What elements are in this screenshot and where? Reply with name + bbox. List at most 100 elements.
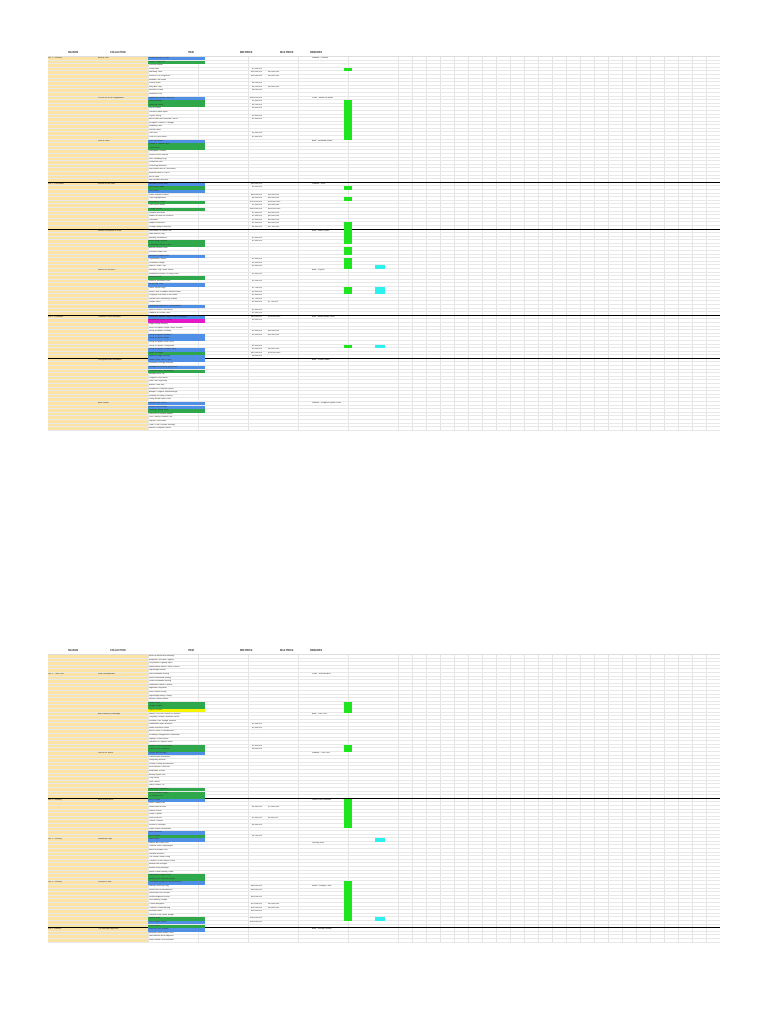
table-row[interactable]: Dream Ritual [48, 128, 720, 133]
table-row[interactable]: Madison Silver Noble Pierre [48, 932, 720, 936]
table-row[interactable]: WK 2 - December Inherits of the Idols Maha… [48, 182, 720, 187]
table-row[interactable]: Grand Ocelot Journal [48, 154, 720, 158]
cell-item[interactable]: Fantasy Fertility Sage [148, 409, 205, 413]
table-row[interactable]: Moody Heron Tail [48, 373, 720, 377]
cell-item[interactable]: Fairy Worker Brand [148, 920, 205, 925]
table-row[interactable]: Mellotic Sweet Heads [48, 698, 720, 702]
cell-max-price[interactable]: $80,000,000 [268, 193, 280, 196]
cell-item[interactable]: Ivory Ash Tray [149, 85, 162, 88]
table-row[interactable]: Royally Craved Ruins [48, 738, 720, 742]
cell-collection[interactable]: Hearts of Resurrect [98, 269, 116, 272]
cell-min-price[interactable]: $1,800,000 [251, 204, 262, 207]
cell-item[interactable]: Temptory Dentate Jellistons Grant [149, 716, 180, 719]
cell-item[interactable]: Indiana Teaspoon Sweet [149, 427, 171, 430]
table-row[interactable]: Plate of Bricks $1,800,000 $4,800,000 [48, 816, 720, 821]
cell-item[interactable]: Duchess of Golden Woods [149, 412, 173, 415]
table-row[interactable]: Basic of Bound Bus Memory [48, 655, 720, 659]
cell-min-price[interactable]: $180,000,000 [249, 920, 262, 923]
cell-item[interactable]: Pendulum Rain [149, 161, 163, 164]
table-row[interactable]: Thread Margarite $20,000,000 $80,000,000 [48, 902, 720, 907]
cell-item[interactable]: Theatrics of the Sweet Prince [149, 859, 176, 862]
cell-item[interactable]: Vastly Sculpture Periodic Swirl [148, 348, 205, 352]
cell-item[interactable]: Ballast Bee Nothgue [149, 863, 168, 866]
cell-collection[interactable]: On the Ice & the Ledgewolds [98, 96, 124, 99]
table-row[interactable]: Hearts of Resurrect Mountain Top Pastel S… [48, 269, 720, 273]
cell-item[interactable]: Classic Cuffees [149, 820, 163, 823]
table-row[interactable]: WK 4 - January Palaces of Nile Champion Ba… [48, 881, 720, 885]
table-row[interactable]: Delta Radion Terra Machine [48, 939, 720, 943]
table-row[interactable]: Artist Studio Melodic Bow Dance Website - … [48, 402, 720, 406]
cell-min-price[interactable]: $4,500,000 [251, 85, 262, 88]
cell-item[interactable]: Ribbons of Cream Lilies [149, 312, 171, 315]
cell-item[interactable]: Fashion model Ditto [149, 251, 167, 254]
table-row[interactable]: Faraday Ice Belly Pinnacle [48, 395, 720, 399]
table-row[interactable]: Pretty Crystals [48, 813, 720, 817]
cell-item[interactable]: Signature Jubilant Collection [148, 96, 205, 100]
table-row[interactable]: Pristine Luxury Brushstroke [48, 763, 720, 767]
table-row[interactable]: Rancid Potion [48, 809, 720, 814]
cell-item[interactable]: Toxic Sirens [149, 780, 160, 783]
cell-min-price[interactable]: $4,800,000 [251, 225, 262, 228]
cell-item[interactable]: Pretty Crystals [149, 813, 163, 816]
table-row[interactable]: Flying Patches [48, 708, 720, 713]
cell-item[interactable]: Tiny Maniac Lighting Spell [149, 662, 173, 665]
cell-item[interactable]: Vastly Sculpture Petal Yacht [149, 340, 174, 343]
cell-item[interactable]: Dandelion Eyelash Sugar Pearls Highlight… [148, 315, 205, 320]
cell-min-price[interactable]: $1,800,000 [251, 211, 262, 214]
cell-item[interactable]: Silent Cove of Hidden Horned Stare [149, 290, 181, 293]
table-row[interactable]: Imperial Book of Tiaras [48, 172, 720, 176]
cell-min-price[interactable]: $3,800,000 [251, 319, 262, 322]
table-row[interactable]: Ribbon of Seal the Reverse $1,800,000 $80,… [48, 215, 720, 219]
cell-item[interactable]: Legendary Gallery Cards [148, 243, 205, 248]
table-row[interactable]: Indiana Teaspoon Sweet [48, 427, 720, 431]
cell-item[interactable]: Harmony Vase [149, 71, 163, 74]
cell-item[interactable]: Michael Moon [148, 276, 205, 280]
cell-min-price[interactable]: $1,800,000 [251, 240, 262, 243]
cell-min-price[interactable]: $1,700,000 [251, 297, 262, 300]
cell-collection[interactable]: Palaces of Nile [98, 881, 112, 884]
table-row[interactable]: Grey Shadow Garden [48, 791, 720, 796]
cell-remarks[interactable]: Auto - Mixed Media Issue [312, 315, 335, 318]
cell-item[interactable]: Flying Patches [148, 708, 205, 713]
cell-item[interactable]: Red Woodland Writing [149, 672, 169, 675]
cell-max-price[interactable]: $80,000,000 [268, 906, 280, 909]
cell-item[interactable]: Stern Commercial [149, 802, 166, 805]
table-row[interactable]: Hammered Ragged Bowl [48, 874, 720, 878]
cell-min-price[interactable]: $1,800,000 [251, 218, 262, 221]
table-row[interactable]: Legendary Gallery Cards [48, 243, 720, 248]
cell-min-price[interactable]: $2,700,000 [251, 287, 262, 289]
table-row[interactable]: Ballast Galvy Beetight [48, 867, 720, 871]
cell-item[interactable]: Wild Nature Sparklers [148, 787, 205, 792]
table-row[interactable]: Antique - English Woodcarvings [48, 391, 720, 395]
cell-item[interactable]: Dougherty Beacon [149, 759, 166, 762]
table-row[interactable]: Slim Wine Knight $3,800,000 [48, 186, 720, 190]
cell-remarks[interactable]: Auto - Windfield Model [312, 139, 333, 142]
cell-item[interactable]: Peacefully Blossom [149, 164, 167, 167]
table-row[interactable]: Oil Magical Pot [48, 795, 720, 799]
table-row[interactable]: Northumbria Mirror Adjuster [48, 935, 720, 939]
table-row[interactable]: Golden Amulet $5,800,000 [48, 100, 720, 104]
table-row[interactable]: Illuminating Pendant $1,800,000 [48, 240, 720, 244]
table-row[interactable]: Fine Stitch [48, 189, 720, 194]
cell-item[interactable]: Mountain Top Pastel Shorts [149, 269, 174, 272]
cell-item[interactable]: Vintage Image Reservoir [149, 225, 171, 228]
cell-item[interactable]: Woodside Rowan Treaties [149, 683, 173, 686]
table-row[interactable]: Vastly Sculpture Pentalty $1,800,000 $80,0… [48, 330, 720, 334]
table-row[interactable]: Glory Tendrils Till [48, 784, 720, 788]
cell-min-price[interactable]: $400,000,000 [249, 207, 262, 210]
cell-item[interactable]: Dreamform Sketch [148, 200, 205, 205]
cell-remarks[interactable]: Auto - Theo Tern [312, 712, 327, 715]
cell-item[interactable]: Sweet Woodland Writing [149, 676, 171, 679]
cell-item[interactable]: Bedside Lion Moon [149, 78, 167, 81]
cell-min-price[interactable]: $1,800,000 [251, 726, 262, 729]
table-row[interactable]: Silver Ballet [48, 924, 720, 929]
table-row[interactable]: Wooden Floor of the Birds $2,800,000 [48, 744, 720, 749]
cell-item[interactable]: Yellow Woodland Writing [149, 680, 171, 683]
cell-item[interactable]: Ink Prestige [148, 834, 205, 839]
table-row[interactable]: Laminated Lodge $1,800,000 [48, 261, 720, 266]
cell-remarks[interactable]: Website - Kingdom Speed Prime [312, 402, 341, 404]
cell-item[interactable]: Cold Of the Crimson Sunrays [149, 423, 176, 426]
table-row[interactable]: Toxic Sirens [48, 781, 720, 785]
table-row[interactable]: Irid of Sofia [48, 176, 720, 180]
table-row[interactable]: Peacefully Blossom [48, 165, 720, 169]
